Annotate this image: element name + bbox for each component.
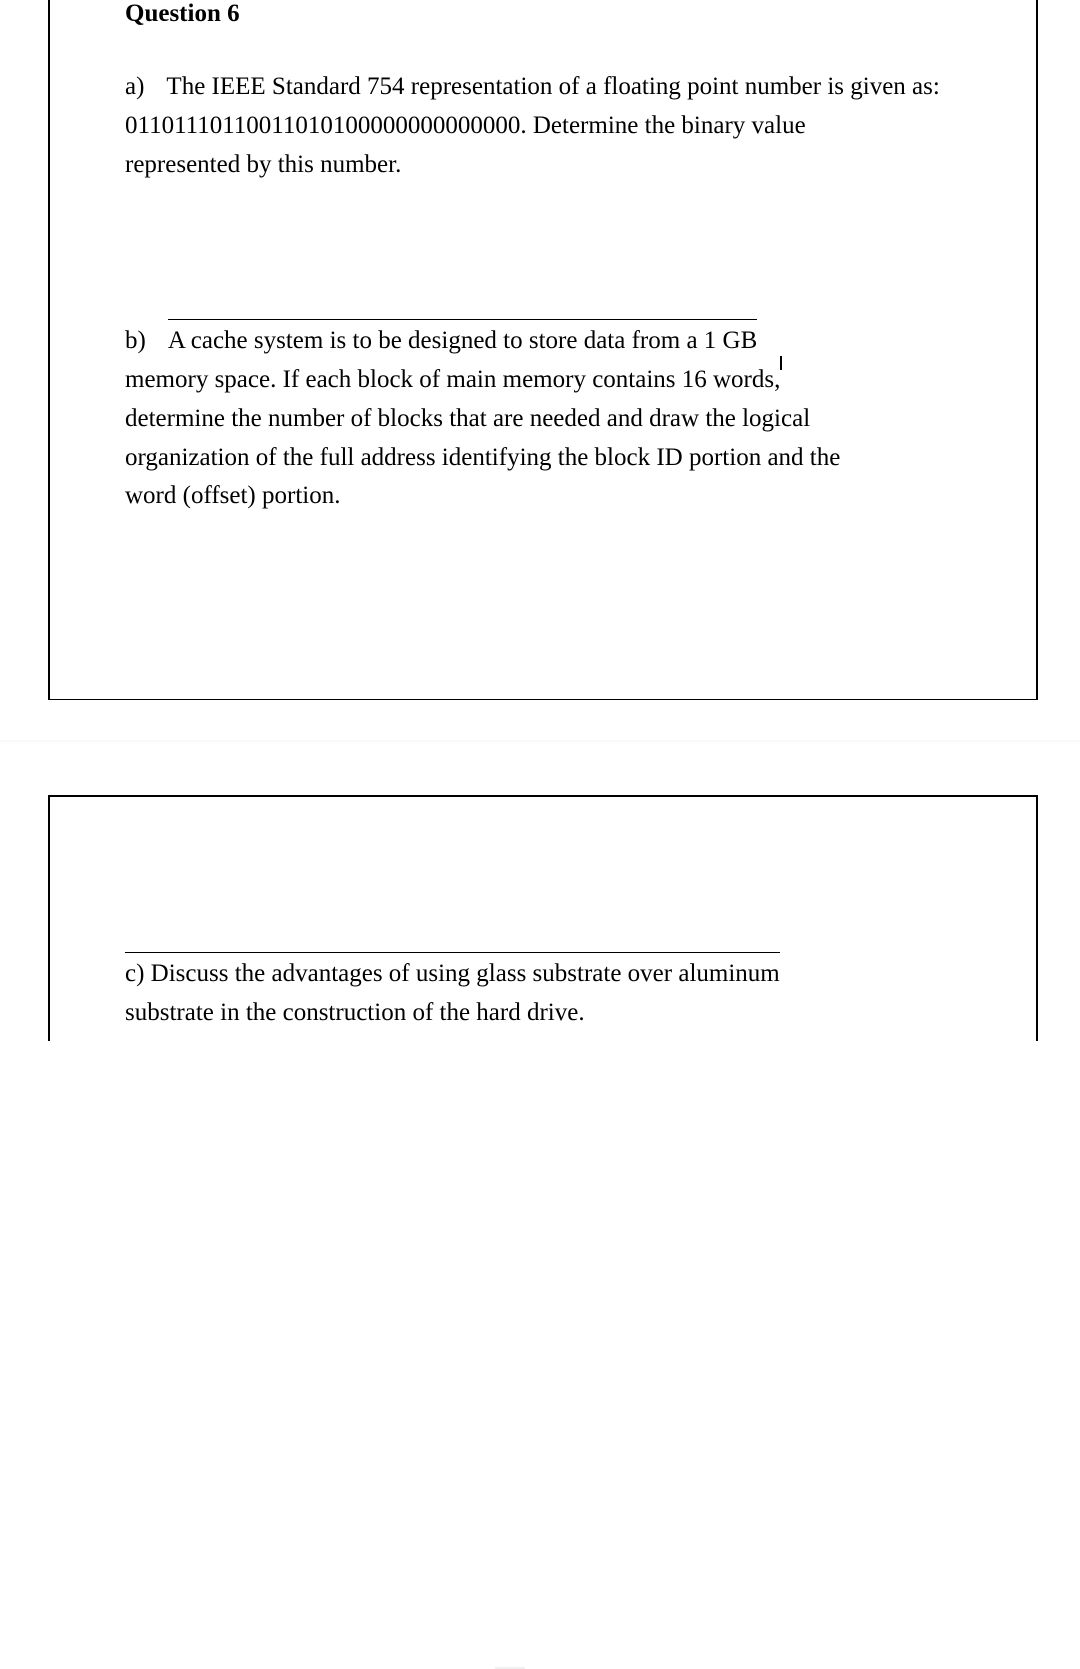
part-a-line2: is given as: (827, 73, 940, 100)
part-c-overline: c) Discuss the advantages of using glass… (125, 952, 780, 994)
part-c-line2: substrate in the construction of the har… (125, 999, 585, 1026)
part-b-paragraph: b) A cache system is to be designed to st… (125, 319, 961, 516)
part-a-label: a) (125, 73, 144, 100)
page-top-frame: Question 6 a) The IEEE Standard 754 repre… (48, 0, 1038, 701)
part-b-line2: memory space. If each block of main memo… (125, 366, 780, 393)
part-b-line4: organization of the full address identif… (125, 444, 840, 471)
question-heading: Question 6 (125, 0, 961, 28)
part-a-line3: 01101110110011010100000000000000. Determ… (125, 112, 806, 139)
part-a-line4: represented by this number. (125, 151, 401, 178)
tick-mark (780, 356, 782, 370)
part-b-line3: determine the number of blocks that are … (125, 405, 810, 432)
page-bottom-frame: c) Discuss the advantages of using glass… (48, 795, 1038, 1041)
page-gap (0, 700, 1080, 795)
part-a-paragraph: a) The IEEE Standard 754 representation o… (125, 68, 961, 184)
part-b-line5: word (offset) portion. (125, 482, 340, 509)
part-a-line1: The IEEE Standard 754 representation of … (166, 73, 821, 100)
part-b-label: b) (125, 327, 146, 354)
part-b-overline: A cache system is to be designed to stor… (168, 319, 757, 361)
part-c-paragraph: c) Discuss the advantages of using glass… (125, 952, 961, 1033)
page-gap-shadow (0, 740, 1080, 744)
